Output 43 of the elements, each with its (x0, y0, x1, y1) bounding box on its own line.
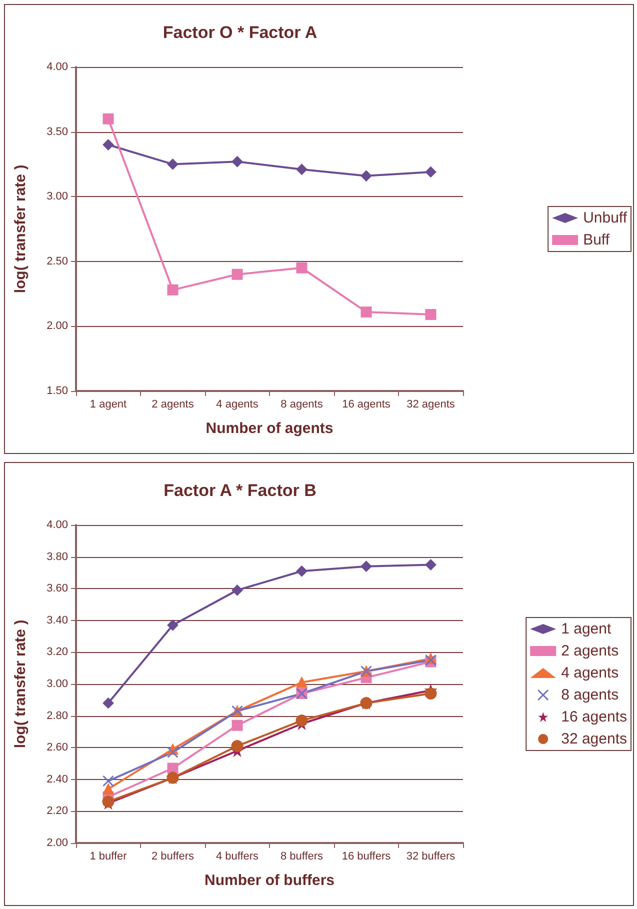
x-axis-title: Number of agents (206, 420, 334, 437)
y-tick-label: 3.50 (46, 126, 68, 138)
y-tick-label: 2.20 (46, 805, 68, 818)
y-tick-label: 3.80 (46, 550, 68, 563)
x-tick-label: 2 agents (152, 398, 194, 410)
y-tick-label: 2.50 (46, 255, 68, 268)
x-tick-label: 4 agents (216, 398, 259, 410)
y-tick-label: 2.80 (46, 710, 68, 722)
y-tick-label: 2.00 (46, 320, 68, 332)
x-tick-label: 32 agents (406, 398, 456, 410)
y-tick-label: 2.40 (46, 773, 68, 786)
x-tick-label: 32 buffers (406, 850, 456, 862)
y-tick-label: 2.60 (46, 742, 68, 754)
legend-label: Unbuff (583, 210, 628, 226)
x-tick-label: 4 buffers (216, 850, 260, 862)
x-tick-label: 1 agent (90, 398, 127, 410)
y-tick-label: 3.00 (46, 678, 68, 690)
x-tick-label: 1 buffer (90, 850, 128, 862)
y-tick-label: 3.00 (46, 190, 68, 203)
y-axis-title: log( transfer rate ) (12, 164, 29, 294)
y-tick-label: 3.60 (46, 582, 68, 595)
legend-label: 32 agents (561, 730, 627, 748)
x-tick-label: 2 buffers (151, 850, 195, 862)
y-tick-label: 4.00 (46, 519, 68, 531)
legend-label: 16 agents (561, 708, 627, 726)
legend-label: 2 agents (561, 642, 619, 660)
y-tick-label: 2.00 (46, 837, 68, 849)
legend-label: 1 agent (561, 620, 612, 638)
y-tick-label: 1.50 (46, 385, 68, 397)
x-tick-label: 16 buffers (342, 850, 392, 862)
x-tick-label: 8 buffers (280, 850, 324, 862)
y-tick-label: 3.40 (46, 614, 68, 626)
y-tick-label: 4.00 (46, 61, 68, 73)
x-tick-label: 8 agents (280, 398, 324, 410)
x-tick-label: 16 agents (342, 398, 391, 410)
legend-label: Buff (583, 232, 610, 248)
chart-title: Factor O * Factor A (162, 23, 318, 42)
chart-title: Factor A * Factor B (164, 481, 316, 500)
legend-label: 4 agents (561, 664, 619, 682)
y-axis-title: log( transfer rate ) (12, 620, 29, 748)
legend-label: 8 agents (561, 686, 619, 704)
x-axis-title: Number of buffers (204, 872, 335, 889)
y-tick-label: 3.20 (46, 646, 68, 658)
